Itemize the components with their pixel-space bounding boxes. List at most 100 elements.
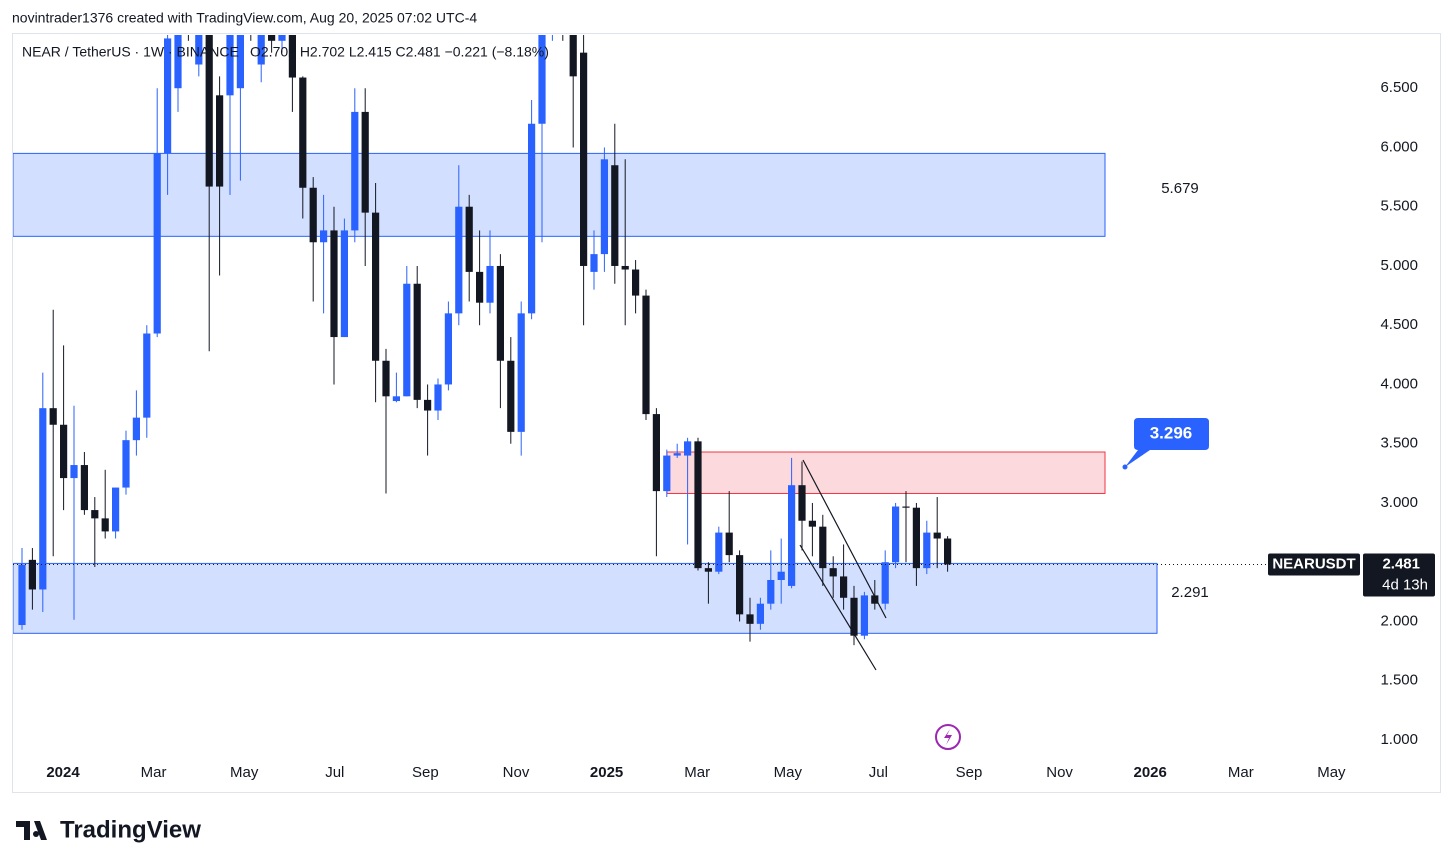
candle-body <box>788 485 796 586</box>
legend-symbol: NEAR / TetherUS · 1W · BINANCE <box>22 44 239 60</box>
candle-body <box>257 35 265 65</box>
y-tick-label: 4.000 <box>1380 375 1418 392</box>
zone-label: 5.679 <box>1161 180 1199 197</box>
y-tick-label: 6.000 <box>1380 138 1418 155</box>
candle-body <box>871 595 879 604</box>
candle-body <box>80 465 88 511</box>
candle-body <box>320 230 328 243</box>
x-tick-label: Mar <box>684 764 710 781</box>
candle-body <box>49 408 57 425</box>
candle-body <box>392 396 400 402</box>
price-badge <box>1363 553 1435 597</box>
candle-body <box>351 111 359 231</box>
candle-body <box>153 153 161 334</box>
candle-body <box>632 269 640 296</box>
x-tick-label: Nov <box>1046 764 1073 781</box>
footer-logo: TradingView <box>60 816 201 843</box>
candle-body <box>736 555 744 615</box>
candle-body <box>361 111 369 213</box>
candle-body <box>236 35 244 89</box>
candle-body <box>164 38 172 154</box>
candle-body <box>91 510 99 519</box>
y-tick-label: 5.000 <box>1380 257 1418 274</box>
candle-body <box>892 506 900 563</box>
candle-body <box>195 35 203 65</box>
header: novintrader1376 created with TradingView… <box>12 10 477 26</box>
candle-body <box>881 562 889 604</box>
candle-body <box>403 283 411 397</box>
x-tick-label: May <box>1317 764 1346 781</box>
candle-body <box>611 165 619 266</box>
y-tick-label: 6.500 <box>1380 79 1418 96</box>
candle-body <box>216 95 224 187</box>
candle-body <box>569 35 577 77</box>
event-icon[interactable] <box>935 724 961 750</box>
candle-body <box>684 441 692 456</box>
candle-body <box>559 0 566 29</box>
candle-body <box>756 603 764 624</box>
candle-body <box>101 518 109 532</box>
x-tick-label: Sep <box>412 764 439 781</box>
candle-body <box>39 408 47 590</box>
candle-body <box>18 564 26 626</box>
callout-anchor <box>1122 464 1128 470</box>
x-tick-label: May <box>230 764 259 781</box>
candle-body <box>143 333 151 418</box>
candle-body <box>226 35 234 96</box>
callout-text: 3.296 <box>1150 423 1193 442</box>
candle-body <box>725 532 733 556</box>
x-tick-label: 2025 <box>590 764 623 781</box>
candle-body <box>455 206 463 314</box>
candle-body <box>205 35 213 187</box>
candle-body <box>28 559 36 590</box>
candle-body <box>132 417 140 441</box>
candle-body <box>476 271 484 303</box>
candle-body <box>642 295 650 415</box>
symbol-badge <box>1268 553 1360 576</box>
x-tick-label: 2024 <box>46 764 80 781</box>
candle-body <box>278 35 286 41</box>
candle-body <box>704 568 712 572</box>
candle-body <box>923 532 931 569</box>
candle-body <box>268 35 276 41</box>
candle-body <box>902 506 910 508</box>
candle-body <box>517 313 525 432</box>
candle-body <box>528 123 536 314</box>
candle-body <box>808 520 816 527</box>
candle-body <box>434 384 442 411</box>
x-tick-label: May <box>774 764 803 781</box>
candle-body <box>299 77 307 188</box>
candle-body <box>372 212 380 361</box>
candle-body <box>549 0 556 29</box>
x-tick-label: Jul <box>869 764 888 781</box>
x-tick-label: Sep <box>956 764 983 781</box>
x-tick-label: Jul <box>325 764 344 781</box>
candle-body <box>413 283 421 400</box>
candle-body <box>860 595 868 636</box>
candle-body <box>424 399 432 411</box>
zone <box>666 451 1106 494</box>
candle-body <box>746 614 754 624</box>
frame <box>12 33 1441 793</box>
candle-body <box>288 35 296 78</box>
y-tick-label: 3.000 <box>1380 494 1418 511</box>
symbol-badge-text: NEARUSDT <box>1272 555 1355 572</box>
y-tick-label: 1.000 <box>1380 731 1418 748</box>
y-tick-label: 1.500 <box>1380 672 1418 689</box>
countdown-text: 4d 13h <box>1382 576 1428 593</box>
candle-body <box>663 455 671 492</box>
x-tick-label: Mar <box>1228 764 1254 781</box>
y-tick-label: 3.500 <box>1380 435 1418 452</box>
y-tick-label: 5.500 <box>1380 198 1418 215</box>
candle-body <box>829 568 837 577</box>
candle-body <box>580 52 588 266</box>
candle-body <box>694 441 702 569</box>
candle-body <box>112 487 120 532</box>
candle-body <box>850 597 858 636</box>
zone-label: 2.291 <box>1171 584 1209 601</box>
candle-body <box>840 576 848 598</box>
candle-body <box>944 538 952 565</box>
candle-body <box>60 424 68 479</box>
candle-body <box>777 571 785 580</box>
